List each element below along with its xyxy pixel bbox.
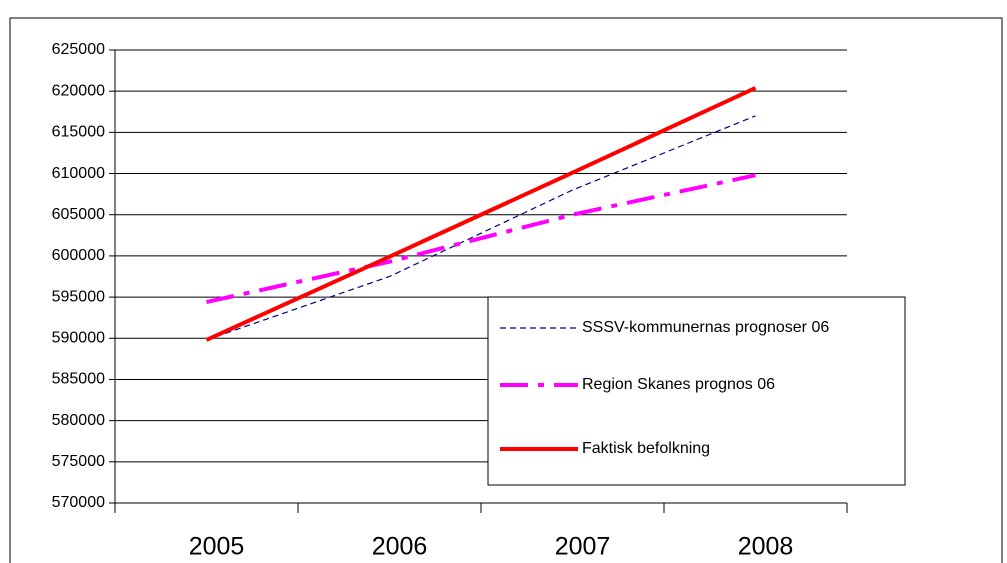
y-tick-label: 625000 [52,41,105,58]
x-tick-label: 2008 [738,533,794,561]
series-line [206,115,756,341]
legend-label: SSSV-kommunernas prognoser 06 [582,319,829,336]
x-tick-label: 2005 [189,533,245,561]
legend-label: Region Skanes prognos 06 [582,376,775,393]
y-tick-label: 610000 [52,165,105,182]
y-tick-label: 600000 [52,247,105,264]
y-tick-label: 580000 [52,412,105,429]
x-tick-label: 2006 [372,533,428,561]
y-tick-label: 575000 [52,453,105,470]
y-tick-label: 590000 [52,329,105,346]
y-tick-label: 585000 [52,371,105,388]
y-tick-label: 595000 [52,288,105,305]
x-tick-label: 2007 [555,533,611,561]
y-tick-label: 570000 [52,494,105,511]
legend-label: Faktisk befolkning [582,440,710,457]
legend-box [487,296,906,486]
y-tick-label: 605000 [52,206,105,223]
y-tick-label: 620000 [52,82,105,99]
series-line [206,173,756,304]
series-line [205,86,757,342]
y-tick-label: 615000 [52,124,105,141]
